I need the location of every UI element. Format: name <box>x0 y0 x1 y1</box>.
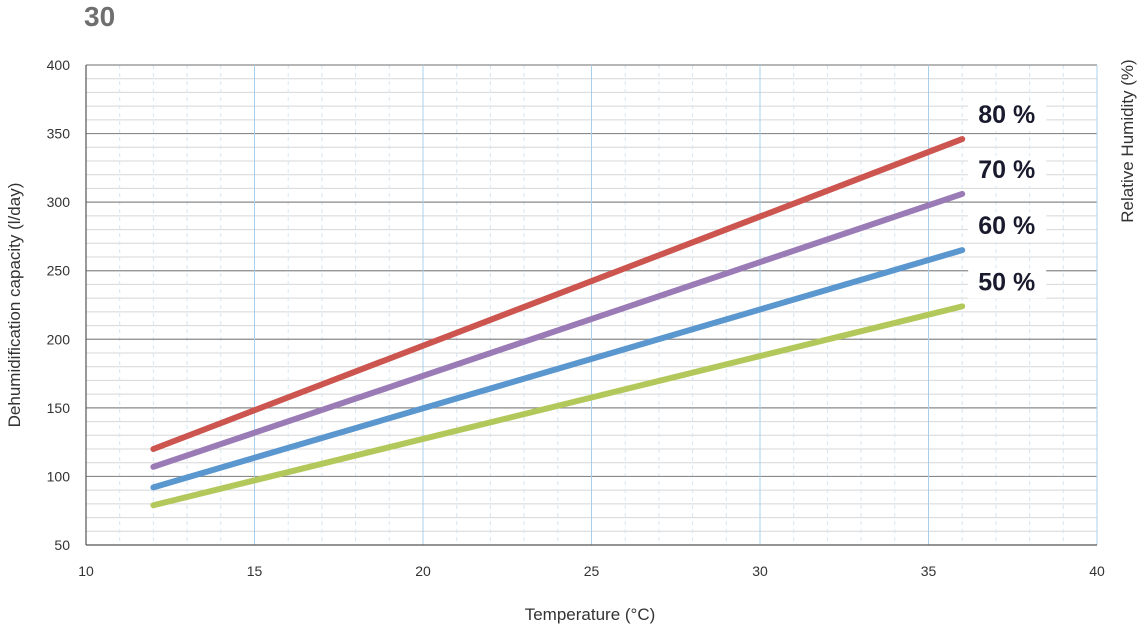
y-tick-label: 300 <box>47 194 71 210</box>
x-tick-labels: 10 15 20 25 30 35 40 <box>78 563 1105 579</box>
series-labels: 80 % 70 % 60 % 50 % <box>968 101 1047 299</box>
series-label-bg <box>968 212 1047 243</box>
series-label: 50 % <box>978 268 1035 296</box>
y-tick-label: 250 <box>47 263 71 279</box>
y-tick-labels: 50 100 150 200 250 300 350 400 <box>47 57 71 553</box>
y-tick-label: 100 <box>47 468 71 484</box>
series-line <box>150 247 966 491</box>
y-tick-label: 150 <box>47 400 71 416</box>
x-tick-label: 25 <box>584 563 600 579</box>
axes <box>85 65 1097 546</box>
series-label: 80 % <box>978 101 1035 129</box>
x-tick-label: 10 <box>78 563 94 579</box>
series-line <box>150 303 966 509</box>
x-tick-label: 35 <box>921 563 937 579</box>
right-axis-label: Relative Humidity (%) <box>1118 59 1137 222</box>
series-label: 60 % <box>978 212 1035 240</box>
series-label-bg <box>968 268 1047 299</box>
series-label-bg <box>968 155 1047 186</box>
series-label-bg <box>968 101 1047 132</box>
y-tick-label: 200 <box>47 331 71 347</box>
y-axis-label: Dehumidification capacity (l/day) <box>5 183 24 428</box>
x-tick-label: 30 <box>752 563 768 579</box>
y-tick-label: 350 <box>47 126 71 142</box>
chart-title: 30 <box>84 1 116 32</box>
x-axis-label: Temperature (°C) <box>525 605 656 624</box>
y-tick-label: 50 <box>54 537 70 553</box>
x-tick-label: 15 <box>247 563 263 579</box>
series-label: 70 % <box>978 156 1035 184</box>
y-tick-label: 400 <box>47 57 71 73</box>
x-tick-label: 20 <box>415 563 431 579</box>
series-line <box>150 190 966 470</box>
series-lines <box>150 136 966 509</box>
major-grid <box>86 64 1098 545</box>
series-line <box>150 136 966 452</box>
x-tick-label: 40 <box>1089 563 1105 579</box>
